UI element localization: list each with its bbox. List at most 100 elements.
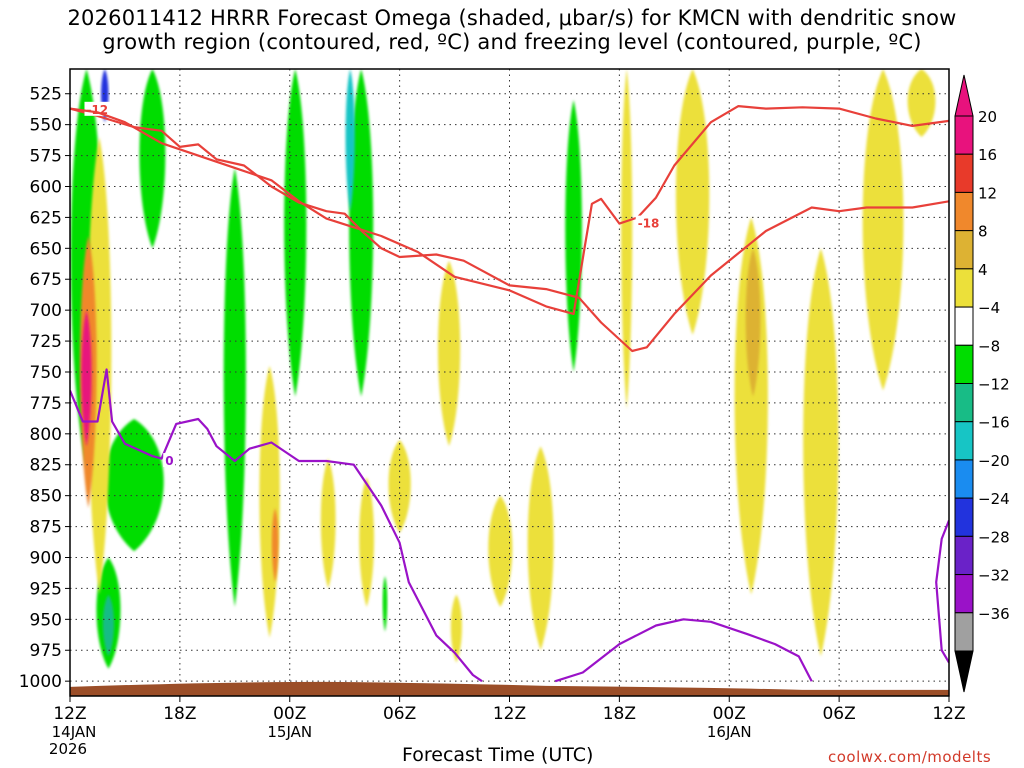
omega-region-27 bbox=[745, 248, 761, 397]
y-tick-label-550: 550 bbox=[30, 116, 62, 136]
colorbar-label-7: −12 bbox=[978, 376, 1010, 394]
y-tick-label-575: 575 bbox=[30, 147, 62, 167]
omega-region-30 bbox=[907, 69, 936, 138]
dgz-line-0 bbox=[70, 107, 949, 353]
x-year-label-0: 2026 bbox=[49, 740, 87, 758]
omega-region-17 bbox=[320, 458, 336, 589]
x-tick-label-48: 12Z bbox=[932, 704, 965, 724]
omega-shading bbox=[70, 69, 936, 669]
colorbar-bin-6 bbox=[954, 344, 974, 384]
colorbar-bin-9 bbox=[954, 459, 974, 499]
omega-region-24 bbox=[621, 69, 633, 410]
colorbar-label-6: −8 bbox=[978, 337, 1000, 355]
y-tick-label-925: 925 bbox=[30, 579, 62, 599]
omega-region-9 bbox=[345, 69, 355, 212]
x-date-label-12: 15JAN bbox=[267, 723, 312, 741]
colorbar: 20 16 12 8 4 −4 −8 −12 −16 −20 −24 −28 −32 −36 bbox=[954, 74, 1010, 693]
omega-region-7 bbox=[284, 69, 307, 397]
colorbar-label-9: −20 bbox=[978, 452, 1010, 470]
y-tick-label-950: 950 bbox=[30, 610, 62, 630]
y-tick-label-825: 825 bbox=[30, 456, 62, 476]
colorbar-bin-11 bbox=[954, 535, 974, 576]
x-tick-label-24: 12Z bbox=[493, 704, 526, 724]
chart-title: 2026011412 HRRR Forecast Omega (shaded, … bbox=[0, 6, 1024, 54]
colorbar-bottom-arrow bbox=[954, 650, 974, 693]
y-tick-label-975: 975 bbox=[30, 641, 62, 661]
omega-region-16 bbox=[271, 508, 279, 583]
colorbar-label-1: 16 bbox=[978, 146, 997, 164]
dgz-label-bg-1 bbox=[635, 215, 664, 230]
omega-region-6 bbox=[223, 167, 246, 607]
omega-region-5 bbox=[102, 594, 115, 657]
y-tick-label-725: 725 bbox=[30, 332, 62, 352]
colorbar-bin-12 bbox=[954, 574, 974, 614]
y-axis: 525 550 575 600 625 650 675 700 725 750 775 800 825 8… bbox=[19, 85, 70, 692]
omega-region-8 bbox=[349, 69, 374, 397]
colorbar-top-arrow bbox=[954, 74, 974, 117]
dgz-line-1 bbox=[70, 105, 949, 315]
colorbar-label-11: −28 bbox=[978, 528, 1010, 546]
omega-region-23 bbox=[527, 446, 554, 651]
freezing-line-1 bbox=[554, 618, 813, 683]
y-tick-label-850: 850 bbox=[30, 487, 62, 507]
colorbar-bin-13 bbox=[954, 612, 974, 652]
colorbar-label-3: 8 bbox=[978, 223, 988, 241]
y-tick-label-750: 750 bbox=[30, 363, 62, 383]
colorbar-bin-2 bbox=[954, 191, 974, 232]
y-tick-label-625: 625 bbox=[30, 208, 62, 228]
colorbar-label-13: −36 bbox=[978, 605, 1010, 623]
x-tick-label-12: 00Z bbox=[273, 704, 306, 724]
x-tick-label-6: 18Z bbox=[163, 704, 196, 724]
terrain-fill bbox=[70, 681, 949, 696]
y-tick-label-800: 800 bbox=[30, 425, 62, 445]
chart-title-line1: 2026011412 HRRR Forecast Omega (shaded, … bbox=[67, 6, 957, 30]
x-tick-label-18: 06Z bbox=[383, 704, 416, 724]
x-date-label-0: 14JAN bbox=[52, 723, 97, 741]
terrain-shape bbox=[70, 681, 949, 696]
omega-region-20 bbox=[437, 260, 461, 447]
y-tick-label-775: 775 bbox=[30, 394, 62, 414]
y-tick-label-675: 675 bbox=[30, 270, 62, 290]
omega-region-18 bbox=[359, 477, 375, 607]
colorbar-label-12: −32 bbox=[978, 567, 1010, 585]
colorbar-bin-10 bbox=[954, 497, 974, 537]
colorbar-label-8: −16 bbox=[978, 414, 1010, 432]
contour-lines: -12-180 bbox=[70, 101, 949, 683]
freezing-line-0 bbox=[70, 368, 483, 683]
omega-region-21 bbox=[450, 594, 462, 663]
omega-region-10 bbox=[382, 576, 388, 632]
y-tick-label-1000: 1000 bbox=[19, 672, 62, 692]
omega-region-28 bbox=[803, 248, 839, 657]
omega-region-12 bbox=[87, 137, 112, 595]
colorbar-label-10: −24 bbox=[978, 490, 1010, 508]
grid-lines bbox=[70, 69, 949, 696]
freezing-line-2 bbox=[935, 519, 949, 664]
colorbar-label-5: −4 bbox=[978, 299, 1000, 317]
colorbar-bin-1 bbox=[954, 153, 974, 193]
y-tick-label-700: 700 bbox=[30, 301, 62, 321]
colorbar-label-2: 12 bbox=[978, 184, 997, 202]
credit-link[interactable]: coolwx.com/modelts bbox=[828, 748, 992, 766]
x-tick-label-36: 00Z bbox=[713, 704, 746, 724]
colorbar-bin-4 bbox=[954, 268, 974, 308]
omega-region-3 bbox=[104, 418, 164, 552]
colorbar-bin-8 bbox=[954, 421, 974, 461]
colorbar-bin-3 bbox=[954, 230, 974, 270]
freezing-label-0: 0 bbox=[165, 454, 173, 468]
y-tick-label-875: 875 bbox=[30, 518, 62, 538]
y-tick-label-650: 650 bbox=[30, 239, 62, 259]
omega-region-29 bbox=[862, 69, 904, 391]
x-tick-label-42: 06Z bbox=[822, 704, 855, 724]
x-axis-title: Forecast Time (UTC) bbox=[402, 744, 594, 766]
colorbar-bin-0 bbox=[954, 115, 974, 155]
colorbar-label-4: 4 bbox=[978, 261, 988, 279]
colorbar-label-0: 20 bbox=[978, 108, 997, 126]
omega-region-22 bbox=[488, 495, 513, 607]
omega-region-14 bbox=[81, 310, 92, 447]
x-tick-label-30: 18Z bbox=[603, 704, 636, 724]
chart-title-line2: growth region (contoured, red, ºC) and f… bbox=[102, 30, 922, 54]
colorbar-bin-7 bbox=[954, 383, 974, 423]
freezing-label-bg-0 bbox=[163, 453, 176, 468]
